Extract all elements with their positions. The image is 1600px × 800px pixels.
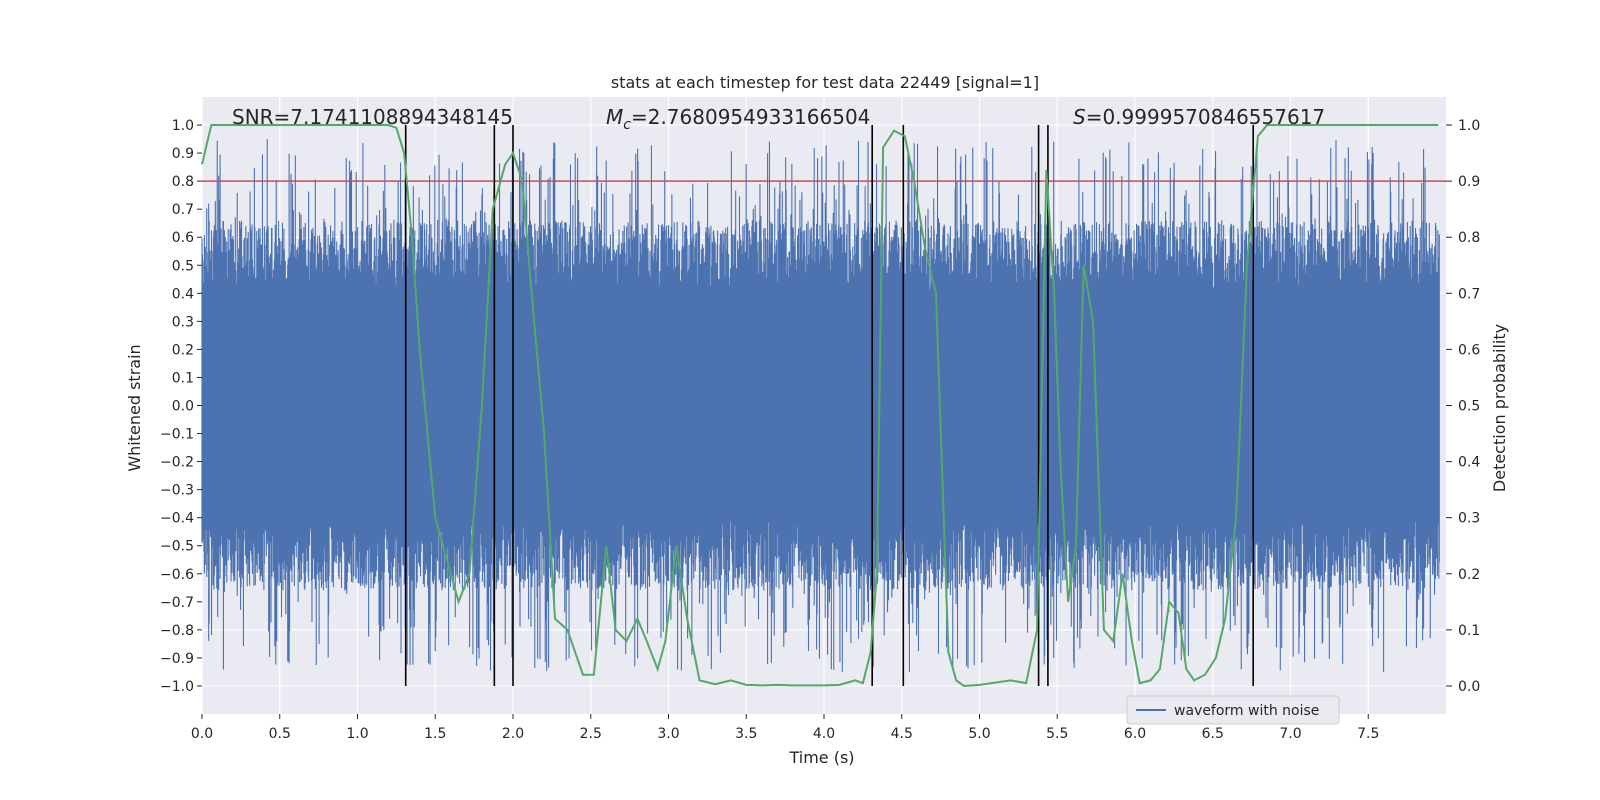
y-tick-label-left: −0.1 <box>160 427 194 443</box>
y-tick-label-right: 0.8 <box>1458 230 1480 246</box>
y-tick-label-left: −0.7 <box>160 595 194 611</box>
x-tick-label: 0.0 <box>191 726 213 742</box>
y-tick-label-left: −0.2 <box>160 455 194 471</box>
y-tick-label-left: −0.6 <box>160 567 194 583</box>
y-tick-label-right: 0.5 <box>1458 399 1480 415</box>
y-tick-label-right: 0.1 <box>1458 623 1480 639</box>
y-tick-label-left: −0.8 <box>160 623 194 639</box>
y-tick-label-left: 0.0 <box>172 399 194 415</box>
vertical-lines <box>404 125 1254 686</box>
y-tick-label-left: 0.6 <box>172 230 194 246</box>
y-tick-label-left: 1.0 <box>172 118 194 134</box>
probability-series <box>201 124 1439 687</box>
y-tick-label-left: 0.9 <box>172 146 194 162</box>
y-tick-label-right: 1.0 <box>1458 118 1480 134</box>
x-tick-label: 4.0 <box>813 726 835 742</box>
y-tick-label-right: 0.6 <box>1458 342 1480 358</box>
s-value: =0.9999570846557617 <box>1086 105 1325 129</box>
x-tick-label: 2.5 <box>580 726 602 742</box>
legend: waveform with noise <box>1126 695 1340 725</box>
x-tick-label: 6.0 <box>1124 726 1146 742</box>
y-tick-label-left: −0.4 <box>160 511 194 527</box>
y-ticks-left: −1.0 −0.9 −0.8 −0.7 −0.6 −0.5 −0.4 −0.3 −0.2 −0.1… <box>160 118 202 695</box>
y-tick-label-right: 0.3 <box>1458 511 1480 527</box>
x-tick-label: 2.0 <box>502 726 524 742</box>
x-tick-label: 1.5 <box>424 726 446 742</box>
x-axis-label: Time (s) <box>788 748 854 767</box>
x-tick-label: 0.5 <box>269 726 291 742</box>
x-tick-label: 5.5 <box>1046 726 1068 742</box>
y-tick-label-right: 0.2 <box>1458 567 1480 583</box>
x-tick-label: 1.0 <box>346 726 368 742</box>
mc-symbol: M <box>606 105 623 129</box>
y-tick-label-left: 0.8 <box>172 174 194 190</box>
x-tick-label: 3.5 <box>735 726 757 742</box>
y-tick-label-left: −0.3 <box>160 483 194 499</box>
x-tick-label: 3.0 <box>657 726 679 742</box>
y-tick-label-left: −1.0 <box>160 679 194 695</box>
x-tick-label: 7.0 <box>1279 726 1301 742</box>
y-tick-label-right: 0.9 <box>1458 174 1480 190</box>
s-symbol: S <box>1073 105 1086 129</box>
y-tick-label-left: 0.5 <box>172 258 194 274</box>
s-annotation: S=0.9999570846557617 <box>1073 105 1325 129</box>
y-tick-label-left: 0.1 <box>172 370 194 386</box>
y-tick-label-left: 0.7 <box>172 202 194 218</box>
y-tick-label-right: 0.7 <box>1458 286 1480 302</box>
y-tick-label-left: 0.3 <box>172 314 194 330</box>
snr-annotation: SNR=7.1741108894348145 <box>232 105 513 129</box>
mc-value: =2.7680954933166504 <box>631 105 870 129</box>
mc-annotation: Mc=2.7680954933166504 <box>606 105 870 133</box>
y-axis-label-right: Detection probability <box>1490 324 1509 492</box>
x-tick-label: 5.0 <box>968 726 990 742</box>
y-tick-label-left: 0.4 <box>172 286 194 302</box>
x-tick-label: 6.5 <box>1202 726 1224 742</box>
x-tick-label: 4.5 <box>891 726 913 742</box>
chart-title: stats at each timestep for test data 224… <box>611 73 1039 92</box>
detection-probability-line <box>201 124 1439 687</box>
y-tick-label-left: 0.2 <box>172 342 194 358</box>
y-tick-label-left: −0.9 <box>160 651 194 667</box>
mc-subscript: c <box>623 117 631 133</box>
legend-box <box>1126 695 1340 725</box>
y-ticks-right: 0.0 0.1 0.2 0.3 0.4 0.5 0.6 0.7 0.8 0.9 1.0 <box>1446 118 1480 695</box>
y-tick-label-left: −0.5 <box>160 539 194 555</box>
y-axis-label-left: Whitened strain <box>125 344 144 471</box>
y-tick-label-right: 0.4 <box>1458 455 1480 471</box>
legend-label: waveform with noise <box>1174 703 1319 719</box>
x-tick-label: 7.5 <box>1357 726 1379 742</box>
y-tick-label-right: 0.0 <box>1458 679 1480 695</box>
x-ticks: 0.0 0.5 1.0 1.5 2.0 2.5 3.0 3.5 4.0 4.5 5.0 5.5 6.0 6… <box>191 714 1379 742</box>
